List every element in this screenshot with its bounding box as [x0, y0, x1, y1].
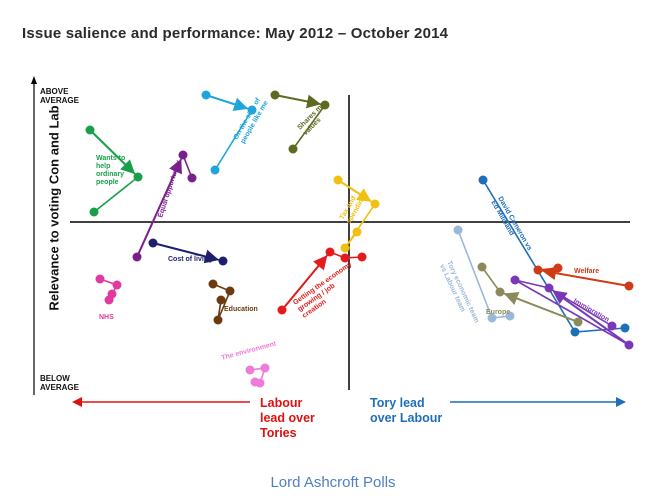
data-point: [453, 225, 463, 235]
data-point: [478, 175, 488, 185]
y-axis-arrow: [31, 76, 37, 84]
data-point: [570, 327, 580, 337]
data-point: [218, 256, 228, 266]
data-point: [107, 289, 117, 299]
series-arrow: [89, 129, 136, 175]
data-point: [357, 252, 367, 262]
series-cost-of-living: Cost of living: [148, 238, 228, 266]
labour-lead-arrowhead: [72, 397, 82, 407]
series-label: David Cameron vsEd Miliband: [489, 196, 533, 256]
data-point: [178, 150, 188, 160]
series-arrow: [337, 179, 372, 202]
data-point: [216, 295, 226, 305]
series-arrow: [274, 94, 321, 109]
series-the-environment: The environment: [221, 340, 278, 388]
data-point: [333, 175, 343, 185]
series-label: Cost of living: [168, 256, 212, 263]
series-label: Tax andspending: [339, 191, 368, 225]
data-point: [510, 275, 520, 285]
data-point: [260, 363, 270, 373]
data-point: [553, 263, 563, 273]
series-wants-to-help-ordinary-people: Wants to help ordinary people: [85, 125, 143, 217]
series-immigration: Immigration: [510, 275, 634, 350]
series-label: Wants to help ordinary people: [96, 155, 125, 186]
labour-lead-label: Labour lead over Tories: [260, 396, 315, 440]
data-point: [187, 173, 197, 183]
data-point: [573, 317, 583, 327]
data-point: [495, 287, 505, 297]
series-arrow: [281, 255, 328, 311]
series-arrow: [552, 290, 630, 346]
data-point: [487, 313, 497, 323]
data-point: [352, 227, 362, 237]
data-point: [208, 279, 218, 289]
data-point: [477, 262, 487, 272]
series-label: NHS: [99, 314, 114, 321]
series-arrow: [152, 242, 220, 264]
series-arrow: [542, 266, 630, 287]
series-nhs: NHS: [95, 274, 122, 321]
data-point: [85, 125, 95, 135]
data-point: [624, 281, 634, 291]
series-arrow: [503, 291, 579, 323]
series-label: Welfare: [574, 268, 599, 275]
data-point: [277, 305, 287, 315]
data-point: [340, 243, 350, 253]
data-point: [148, 238, 158, 248]
series-label: Europe: [486, 309, 510, 316]
data-point: [245, 365, 255, 375]
series-arrow: [205, 94, 249, 112]
data-point: [325, 247, 335, 257]
data-point: [112, 280, 122, 290]
chart-title: Issue salience and performance: May 2012…: [22, 25, 449, 42]
series-label: The environment: [221, 340, 278, 362]
series-label: Equal opportunity: [157, 159, 182, 218]
data-point: [607, 321, 617, 331]
series-education: Education: [208, 279, 258, 325]
series-on-the-side-of-people-like-me: On the side ofpeople like me: [201, 90, 270, 175]
data-point: [320, 100, 330, 110]
series-label: Getting the economygrowing / jobcreation: [292, 261, 362, 320]
data-point: [132, 252, 142, 262]
data-point: [544, 283, 554, 293]
series-tax-and-spending: Tax andspending: [333, 175, 380, 253]
data-point: [288, 144, 298, 154]
data-point: [89, 207, 99, 217]
data-point: [210, 165, 220, 175]
data-point: [340, 253, 350, 263]
data-point: [270, 90, 280, 100]
data-point: [533, 265, 543, 275]
tory-lead-arrowhead: [616, 397, 626, 407]
data-point: [247, 105, 257, 115]
source-footer: Lord Ashcroft Polls: [270, 474, 396, 491]
series-arrow: [136, 158, 182, 258]
tory-lead-label: Tory lead over Labour: [370, 396, 443, 425]
series-shares-my-values: Shares myvalues: [270, 90, 330, 154]
series-label: On the side ofpeople like me: [233, 96, 270, 145]
series-welfare: Welfare: [533, 263, 634, 291]
series-equal-opportunity: Equal opportunity: [132, 150, 197, 262]
series-europe: Europe: [477, 262, 583, 327]
y-bottom-label: BELOW AVERAGE: [40, 374, 79, 392]
series-getting-the-economy-growing-job-creation: Getting the economygrowing / jobcreation: [277, 247, 367, 320]
data-point: [201, 90, 211, 100]
data-point: [213, 315, 223, 325]
series-line: [514, 279, 630, 346]
series-label: Education: [224, 306, 258, 313]
data-point: [620, 323, 630, 333]
y-top-label: ABOVE AVERAGE: [40, 87, 79, 105]
data-point: [250, 377, 260, 387]
data-point: [225, 286, 235, 296]
data-point: [370, 199, 380, 209]
data-point: [133, 172, 143, 182]
data-point: [624, 340, 634, 350]
series-line: [212, 283, 232, 321]
data-point: [95, 274, 105, 284]
data-point: [505, 311, 515, 321]
